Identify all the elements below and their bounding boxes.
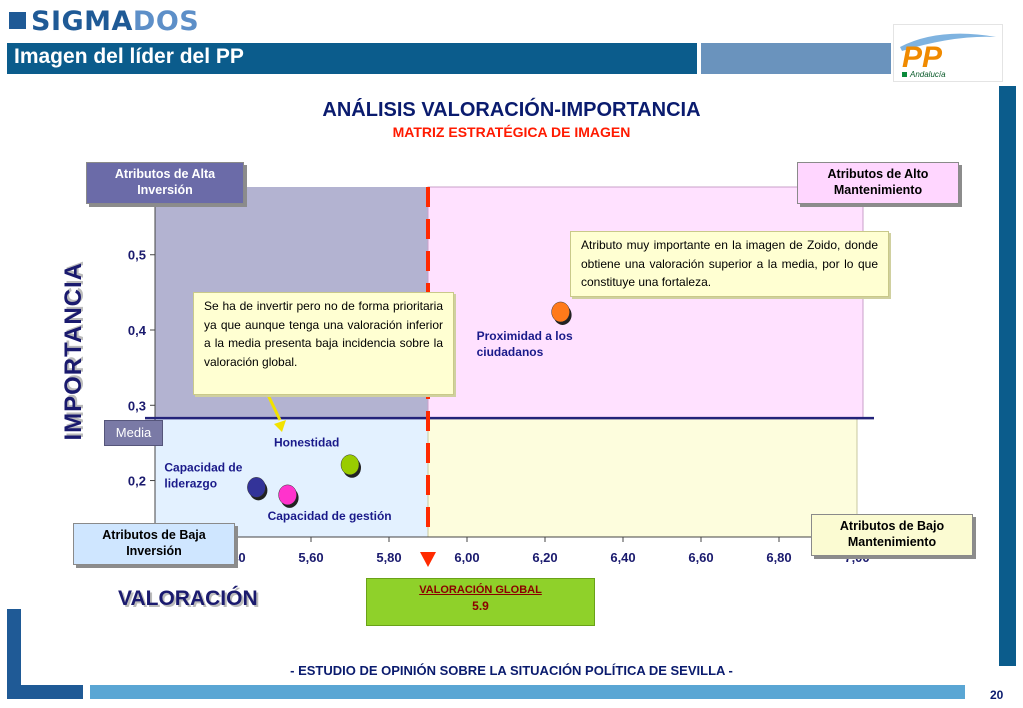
data-point-label: liderazgo	[164, 476, 217, 490]
y-tick-label: 0,4	[128, 323, 147, 338]
sub-title: MATRIZ ESTRATÉGICA DE IMAGEN	[392, 124, 631, 140]
quadrant-label-line: Mantenimiento	[833, 183, 923, 197]
footer-caption: - ESTUDIO DE OPINIÓN SOBRE LA SITUACIÓN …	[290, 663, 733, 678]
title-bar-accent	[701, 43, 891, 74]
x-tick-label: 6,60	[688, 550, 713, 565]
quadrant-label-high-maintenance: Atributos de Alto Mantenimiento	[797, 162, 959, 204]
quadrant-label-line: Atributos de Baja	[102, 528, 206, 542]
quadrant-low-investment	[155, 418, 428, 537]
data-point	[340, 454, 360, 475]
page-number: 20	[990, 688, 1004, 702]
y-tick-label: 0,3	[128, 398, 146, 413]
page-title: Imagen del líder del PP	[14, 45, 244, 68]
data-point-label: Honestidad	[274, 436, 339, 450]
decor-bar	[7, 685, 83, 699]
point-labels: Proximidad a los ciudadanos Honestidad Cap…	[164, 329, 573, 523]
data-point	[278, 484, 297, 506]
y-axis-title: IMPORTANCIA	[60, 262, 105, 442]
mean-line-label: Media	[104, 420, 163, 446]
pp-logo-letters: PP	[902, 41, 943, 74]
x-tick-label: 6,80	[766, 550, 791, 565]
y-tick-label: 0,2	[128, 474, 146, 489]
brand-logo-part2: DOS	[132, 6, 200, 37]
main-title: ANÁLISIS VALORACIÓN-IMPORTANCIA	[322, 99, 701, 121]
quadrant-label-line: Atributos de Alto	[827, 167, 929, 181]
note-strength: Atributo muy importante en la imagen de …	[570, 231, 889, 297]
quadrant-label-low-maintenance: Atributos de Bajo Mantenimiento	[811, 514, 973, 556]
brand-logo-part1: SIGMA	[31, 6, 133, 37]
scatter-points	[247, 301, 572, 508]
y-tick-label: 0,5	[128, 248, 146, 263]
data-point	[551, 301, 570, 323]
quadrant-label-line: Mantenimiento	[847, 535, 937, 549]
brand-logo: SIGMADOS	[31, 6, 199, 37]
quadrant-low-maintenance	[427, 417, 858, 538]
x-tick-label: 6,40	[610, 550, 635, 565]
mean-valoracion-marker	[420, 552, 436, 567]
y-axis-title-text: IMPORTANCIA	[60, 262, 87, 441]
brand-logo-square	[9, 12, 26, 29]
quadrant-label-high-investment: Atributos de Alta Inversión	[86, 162, 244, 204]
quadrant-label-line: Atributos de Bajo	[839, 519, 945, 533]
note-low-investment: Se ha de invertir pero no de forma prior…	[193, 292, 454, 395]
data-point-label: Capacidad de gestión	[268, 509, 392, 523]
global-valuation-value: 5.9	[472, 599, 489, 613]
pp-party-logo: PP Andalucía	[893, 24, 1003, 82]
quadrant-high-maintenance	[427, 186, 864, 419]
data-point	[247, 477, 266, 498]
x-tick-label: 5,80	[376, 550, 401, 565]
global-valuation-label: VALORACIÓN GLOBAL	[419, 584, 542, 596]
pp-logo-region: Andalucía	[909, 70, 946, 79]
title-bar	[7, 43, 697, 74]
x-tick-label: 6,20	[532, 550, 557, 565]
note-pointer-head	[274, 420, 286, 432]
decor-bar	[90, 685, 965, 699]
quadrant-label-line: Inversión	[126, 544, 182, 558]
decor-bar	[7, 609, 21, 699]
quadrant-label-line: Atributos de Alta	[114, 167, 216, 181]
quadrant-label-low-investment: Atributos de Baja Inversión	[73, 523, 235, 565]
x-tick-label: 6,00	[454, 550, 479, 565]
global-valuation-box: VALORACIÓN GLOBAL 5.9	[366, 578, 595, 626]
note-pointer	[266, 394, 282, 421]
quadrant-label-line: Inversión	[137, 183, 193, 197]
x-tick-label: 5,60	[298, 550, 323, 565]
x-axis-title: VALORACIÓN	[118, 587, 258, 610]
data-point-label: Capacidad de	[164, 460, 242, 474]
decor-bar	[999, 86, 1016, 666]
data-point-label: Proximidad a los	[477, 329, 573, 343]
data-point-label: ciudadanos	[477, 345, 544, 359]
